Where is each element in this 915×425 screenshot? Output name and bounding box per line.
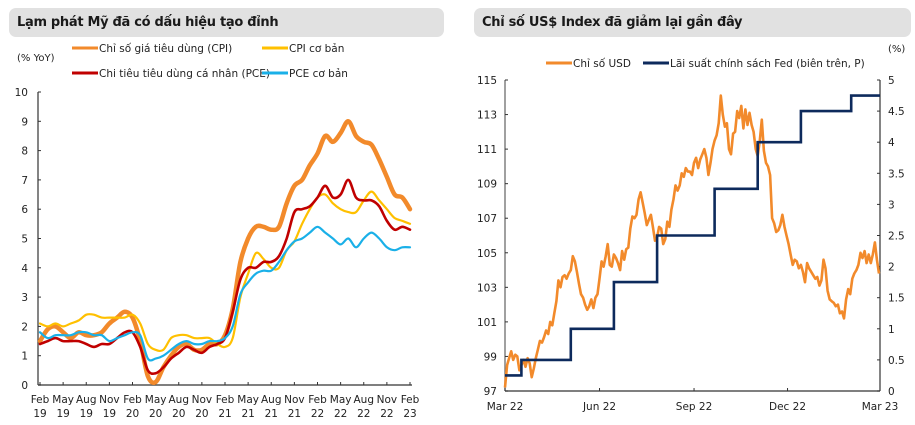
series-line-4 [38, 225, 412, 362]
x-tick-label-month: Nov [377, 394, 398, 406]
x-tick-label-month: Feb [308, 394, 327, 406]
legend-label-3: Chi tiêu tiêu dùng cá nhân (PCE) [99, 68, 270, 80]
x-tick-label-month: Aug [261, 394, 282, 406]
x-tick-label-month: Nov [284, 394, 305, 406]
x-tick-label-year: 19 [56, 408, 69, 420]
x-tick-label-month: Nov [99, 394, 120, 406]
x-tick-label-year: 21 [288, 408, 301, 420]
right-y-tick-label: 0.5 [888, 355, 905, 367]
x-tick-label: Sep 22 [676, 401, 713, 413]
legend-label-1: Chỉ số USD [573, 58, 631, 70]
x-tick-label-year: 19 [33, 408, 46, 420]
x-tick-label-month: Aug [168, 394, 189, 406]
left-y-tick-label: 103 [477, 282, 497, 294]
right-y-tick-label: 2 [888, 262, 895, 274]
x-tick-label-month: May [237, 394, 259, 406]
y-tick-label: 6 [21, 204, 28, 216]
x-tick-label-month: May [52, 394, 74, 406]
y-tick-label: 7 [21, 175, 28, 187]
series-line-3 [38, 178, 412, 376]
x-tick-label-month: Feb [401, 394, 420, 406]
inflation-chart-panel: Lạm phát Mỹ đã có dấu hiệu tạo đỉnh (% Y… [0, 0, 450, 425]
y-tick-label: 10 [15, 87, 28, 99]
x-tick-label-month: Aug [353, 394, 374, 406]
x-tick-label-year: 22 [357, 408, 370, 420]
x-tick-label: Mar 22 [487, 401, 524, 413]
right-axis-unit-label: (%) [888, 44, 905, 55]
x-tick-label-month: Nov [192, 394, 213, 406]
y-tick-label: 1 [21, 351, 28, 363]
left-y-tick-label: 115 [477, 75, 497, 87]
y-tick-label: 2 [21, 321, 28, 333]
usd-index-chart: (%) Chỉ số USD Lãi suất chính sách Fed (bi… [477, 44, 905, 413]
series-line-1 [37, 119, 413, 385]
x-tick-label-month: Aug [76, 394, 97, 406]
y-tick-label: 4 [21, 263, 28, 275]
x-tick-label-year: 22 [380, 408, 393, 420]
x-tick-label: Mar 23 [862, 401, 899, 413]
x-tick-label-year: 20 [172, 408, 185, 420]
left-y-tick-label: 107 [477, 213, 497, 225]
left-y-tick-label: 99 [484, 351, 497, 363]
x-tick-label: Jun 22 [582, 401, 616, 413]
y-axis-unit-label: (% YoY) [17, 53, 55, 64]
x-tick-label: Dec 22 [769, 401, 806, 413]
usd-index-line [503, 94, 881, 388]
inflation-chart-title-bar: Lạm phát Mỹ đã có dấu hiệu tạo đỉnh [9, 8, 444, 37]
legend-label-2: Lãi suất chính sách Fed (biên trên, P) [670, 58, 865, 70]
right-y-tick-label: 4 [888, 137, 895, 149]
right-y-tick-label: 1.5 [888, 293, 905, 305]
y-tick-label: 3 [21, 292, 28, 304]
x-tick-label-year: 23 [403, 408, 416, 420]
x-tick-label-year: 22 [311, 408, 324, 420]
y-tick-label: 8 [21, 146, 28, 158]
x-tick-label-year: 21 [218, 408, 231, 420]
left-y-tick-label: 111 [477, 144, 497, 156]
right-y-tick-label: 3 [888, 199, 895, 211]
fed-rate-step-line [505, 94, 880, 377]
x-tick-label-month: Feb [31, 394, 50, 406]
x-tick-label-month: May [330, 394, 352, 406]
left-y-tick-label: 109 [477, 179, 497, 191]
usd-index-chart-panel: Chỉ số US$ Index đã giảm lại gần đây (%)… [460, 0, 915, 425]
right-y-tick-label: 3.5 [888, 168, 905, 180]
right-y-tick-label: 0 [888, 386, 895, 398]
right-y-tick-label: 1 [888, 324, 895, 336]
left-y-tick-label: 97 [484, 386, 497, 398]
x-tick-label-year: 21 [241, 408, 254, 420]
y-tick-label: 0 [21, 380, 28, 392]
x-tick-label-year: 21 [265, 408, 278, 420]
usd-index-chart-title: Chỉ số US$ Index đã giảm lại gần đây [482, 15, 743, 30]
right-y-tick-label: 2.5 [888, 231, 905, 243]
legend-label-4: PCE cơ bản [289, 68, 348, 80]
series-line-2 [38, 190, 412, 353]
x-tick-label-month: Feb [123, 394, 142, 406]
x-tick-label-month: May [145, 394, 167, 406]
x-tick-label-year: 19 [103, 408, 116, 420]
x-tick-label-year: 20 [195, 408, 208, 420]
y-tick-label: 5 [21, 234, 28, 246]
x-tick-label-year: 19 [80, 408, 93, 420]
left-y-tick-label: 113 [477, 110, 497, 122]
y-tick-label: 9 [21, 116, 28, 128]
left-y-tick-label: 105 [477, 248, 497, 260]
legend-label-2: CPI cơ bản [289, 43, 344, 55]
x-tick-label-month: Feb [216, 394, 235, 406]
right-y-tick-label: 5 [888, 75, 895, 87]
right-y-tick-label: 4.5 [888, 106, 905, 118]
legend-label-1: Chỉ số giá tiêu dùng (CPI) [99, 43, 232, 55]
inflation-chart-title: Lạm phát Mỹ đã có dấu hiệu tạo đỉnh [17, 15, 279, 30]
x-tick-label-year: 22 [334, 408, 347, 420]
usd-index-chart-title-bar: Chỉ số US$ Index đã giảm lại gần đây [474, 8, 911, 37]
inflation-chart: (% YoY) Chỉ số giá tiêu dùng (CPI) CPI cơ … [15, 43, 420, 420]
left-y-tick-label: 101 [477, 317, 497, 329]
x-tick-label-year: 20 [149, 408, 162, 420]
x-tick-label-year: 20 [126, 408, 139, 420]
